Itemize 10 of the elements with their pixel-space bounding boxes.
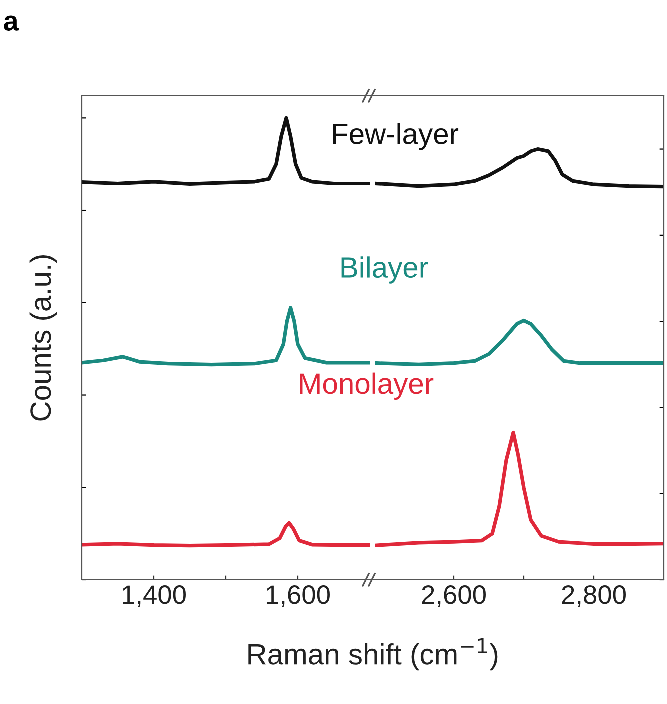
series-label: Few-layer xyxy=(333,123,459,150)
series-label: Bilayer xyxy=(342,256,428,284)
x-tick-label: 1,600 xyxy=(266,586,330,608)
x-tick-label: 1,400 xyxy=(122,586,186,608)
text: Monolayer xyxy=(300,372,434,400)
y-axis-title: Counts (a.u.) xyxy=(30,256,57,421)
text: a xyxy=(4,16,19,31)
x-tick-label: 2,600 xyxy=(422,586,486,608)
x-tick-label: 2,800 xyxy=(562,586,626,608)
x-axis-title: Raman shift (cm$^{−1}$) xyxy=(248,638,498,671)
